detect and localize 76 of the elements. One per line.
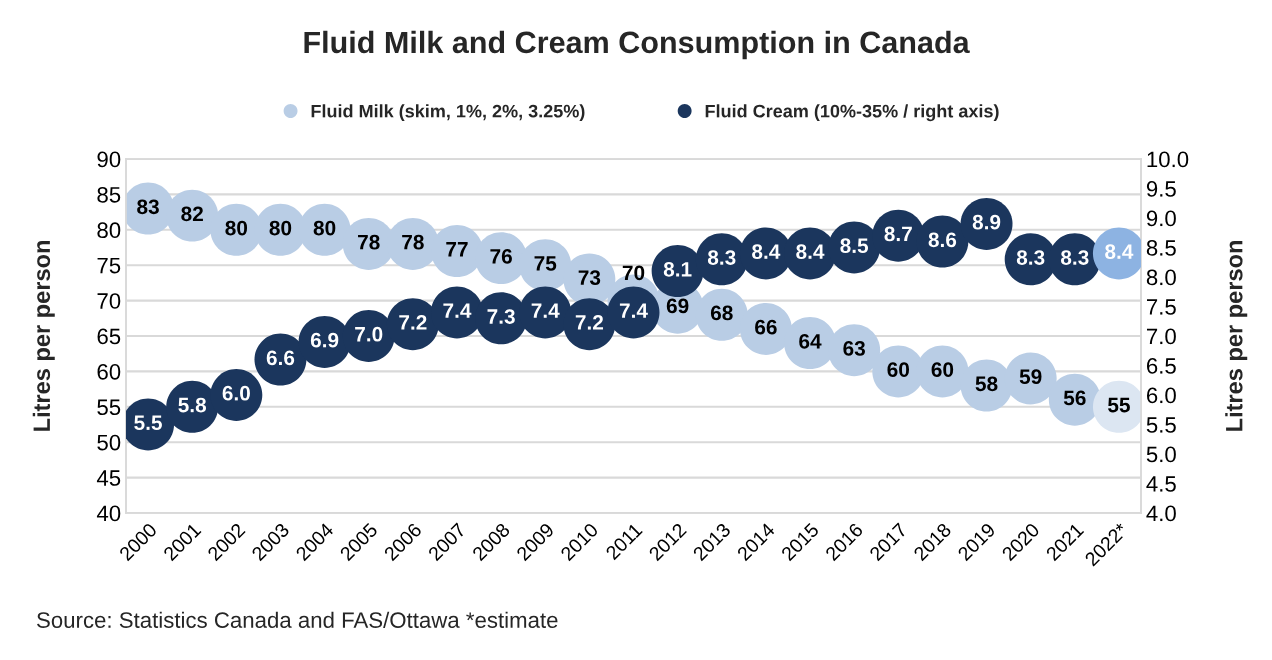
y-tick-label: 85 [97, 186, 121, 203]
legend-label: Fluid Milk (skim, 1%, 2%, 3.25%) [311, 104, 585, 122]
y2-tick-label: 7.0 [1147, 328, 1176, 345]
data-label: 7.4 [443, 303, 472, 318]
data-label: 8.9 [972, 214, 1001, 230]
data-label: 70 [622, 265, 645, 281]
data-label: 5.5 [134, 415, 162, 431]
data-label: 60 [931, 362, 954, 377]
y2-tick-label: 8.0 [1146, 269, 1176, 286]
data-label: 7.4 [619, 303, 648, 318]
data-label: 63 [843, 341, 865, 356]
data-label: 80 [269, 220, 292, 236]
data-label: 75 [534, 256, 557, 271]
data-label: 8.4 [796, 244, 825, 259]
data-label: 83 [137, 199, 159, 215]
legend-label: Fluid Cream (10%-35% / right axis) [705, 104, 999, 122]
data-label: 68 [710, 305, 733, 321]
data-label: 8.7 [884, 226, 912, 242]
data-label: 6.6 [266, 350, 295, 366]
data-label: 8.5 [840, 238, 869, 254]
y2-tick-label: 8.5 [1146, 240, 1176, 256]
y2-tick-label: 4.0 [1146, 505, 1176, 522]
data-label: 73 [578, 270, 601, 285]
source-note: Source: Statistics Canada and FAS/Ottawa *estimate [37, 611, 558, 628]
data-label: 55 [1107, 397, 1130, 413]
y-tick-label: 55 [97, 399, 121, 416]
data-label: 82 [181, 206, 203, 222]
y2-tick-label: 6.0 [1146, 387, 1176, 404]
y2-tick-label: 6.5 [1146, 358, 1176, 374]
y-tick-label: 45 [96, 470, 121, 486]
data-label: 8.6 [928, 232, 957, 248]
y2-tick-label: 9.0 [1146, 210, 1176, 227]
y-tick-label: 80 [97, 222, 121, 239]
data-label: 7.2 [399, 315, 427, 330]
data-label: 78 [358, 234, 380, 250]
y-tick-label: 50 [97, 434, 121, 451]
y-axis-title: Litres per person [32, 241, 55, 431]
chart-title: Fluid Milk and Cream Consumption in Canada [304, 30, 970, 60]
y-tick-label: 65 [97, 328, 121, 345]
y2-tick-label: 5.0 [1146, 446, 1176, 463]
data-label: 8.3 [1060, 250, 1089, 265]
data-label: 58 [975, 376, 998, 392]
data-label: 78 [402, 234, 424, 250]
y2-tick-label: 9.5 [1146, 181, 1176, 197]
y-tick-label: 70 [97, 293, 121, 309]
data-label: 77 [446, 242, 468, 257]
data-label: 56 [1063, 390, 1086, 406]
y-tick-label: 75 [97, 257, 121, 274]
data-label: 8.4 [752, 244, 781, 259]
y-tick-label: 90 [97, 151, 121, 168]
data-label: 8.4 [1105, 244, 1134, 259]
y2-tick-label: 10.0 [1147, 151, 1189, 168]
y2-tick-label: 7.5 [1147, 299, 1176, 315]
y-tick-label: 60 [97, 363, 121, 380]
data-label: 5.8 [178, 397, 207, 413]
data-label: 60 [887, 362, 910, 377]
data-label: 7.4 [531, 303, 560, 318]
data-label: 76 [490, 248, 512, 264]
data-label: 7.3 [487, 309, 515, 324]
data-label: 8.1 [663, 261, 692, 277]
data-label: 7.0 [355, 326, 383, 342]
y2-axis-title: Litres per person [1225, 241, 1248, 431]
y2-tick-label: 5.5 [1146, 417, 1176, 433]
data-label: 8.3 [1016, 250, 1045, 265]
data-label: 6.9 [310, 332, 339, 348]
data-label: 6.0 [222, 385, 250, 401]
data-label: 66 [755, 319, 777, 335]
y-tick-label: 40 [96, 505, 121, 522]
data-label: 7.2 [575, 315, 604, 330]
data-label: 69 [666, 298, 689, 314]
y2-tick-label: 4.5 [1146, 476, 1176, 492]
data-label: 80 [225, 220, 248, 236]
data-label: 80 [313, 220, 336, 236]
data-label: 59 [1019, 369, 1042, 385]
data-label: 64 [799, 333, 822, 349]
data-label: 8.3 [707, 250, 736, 265]
